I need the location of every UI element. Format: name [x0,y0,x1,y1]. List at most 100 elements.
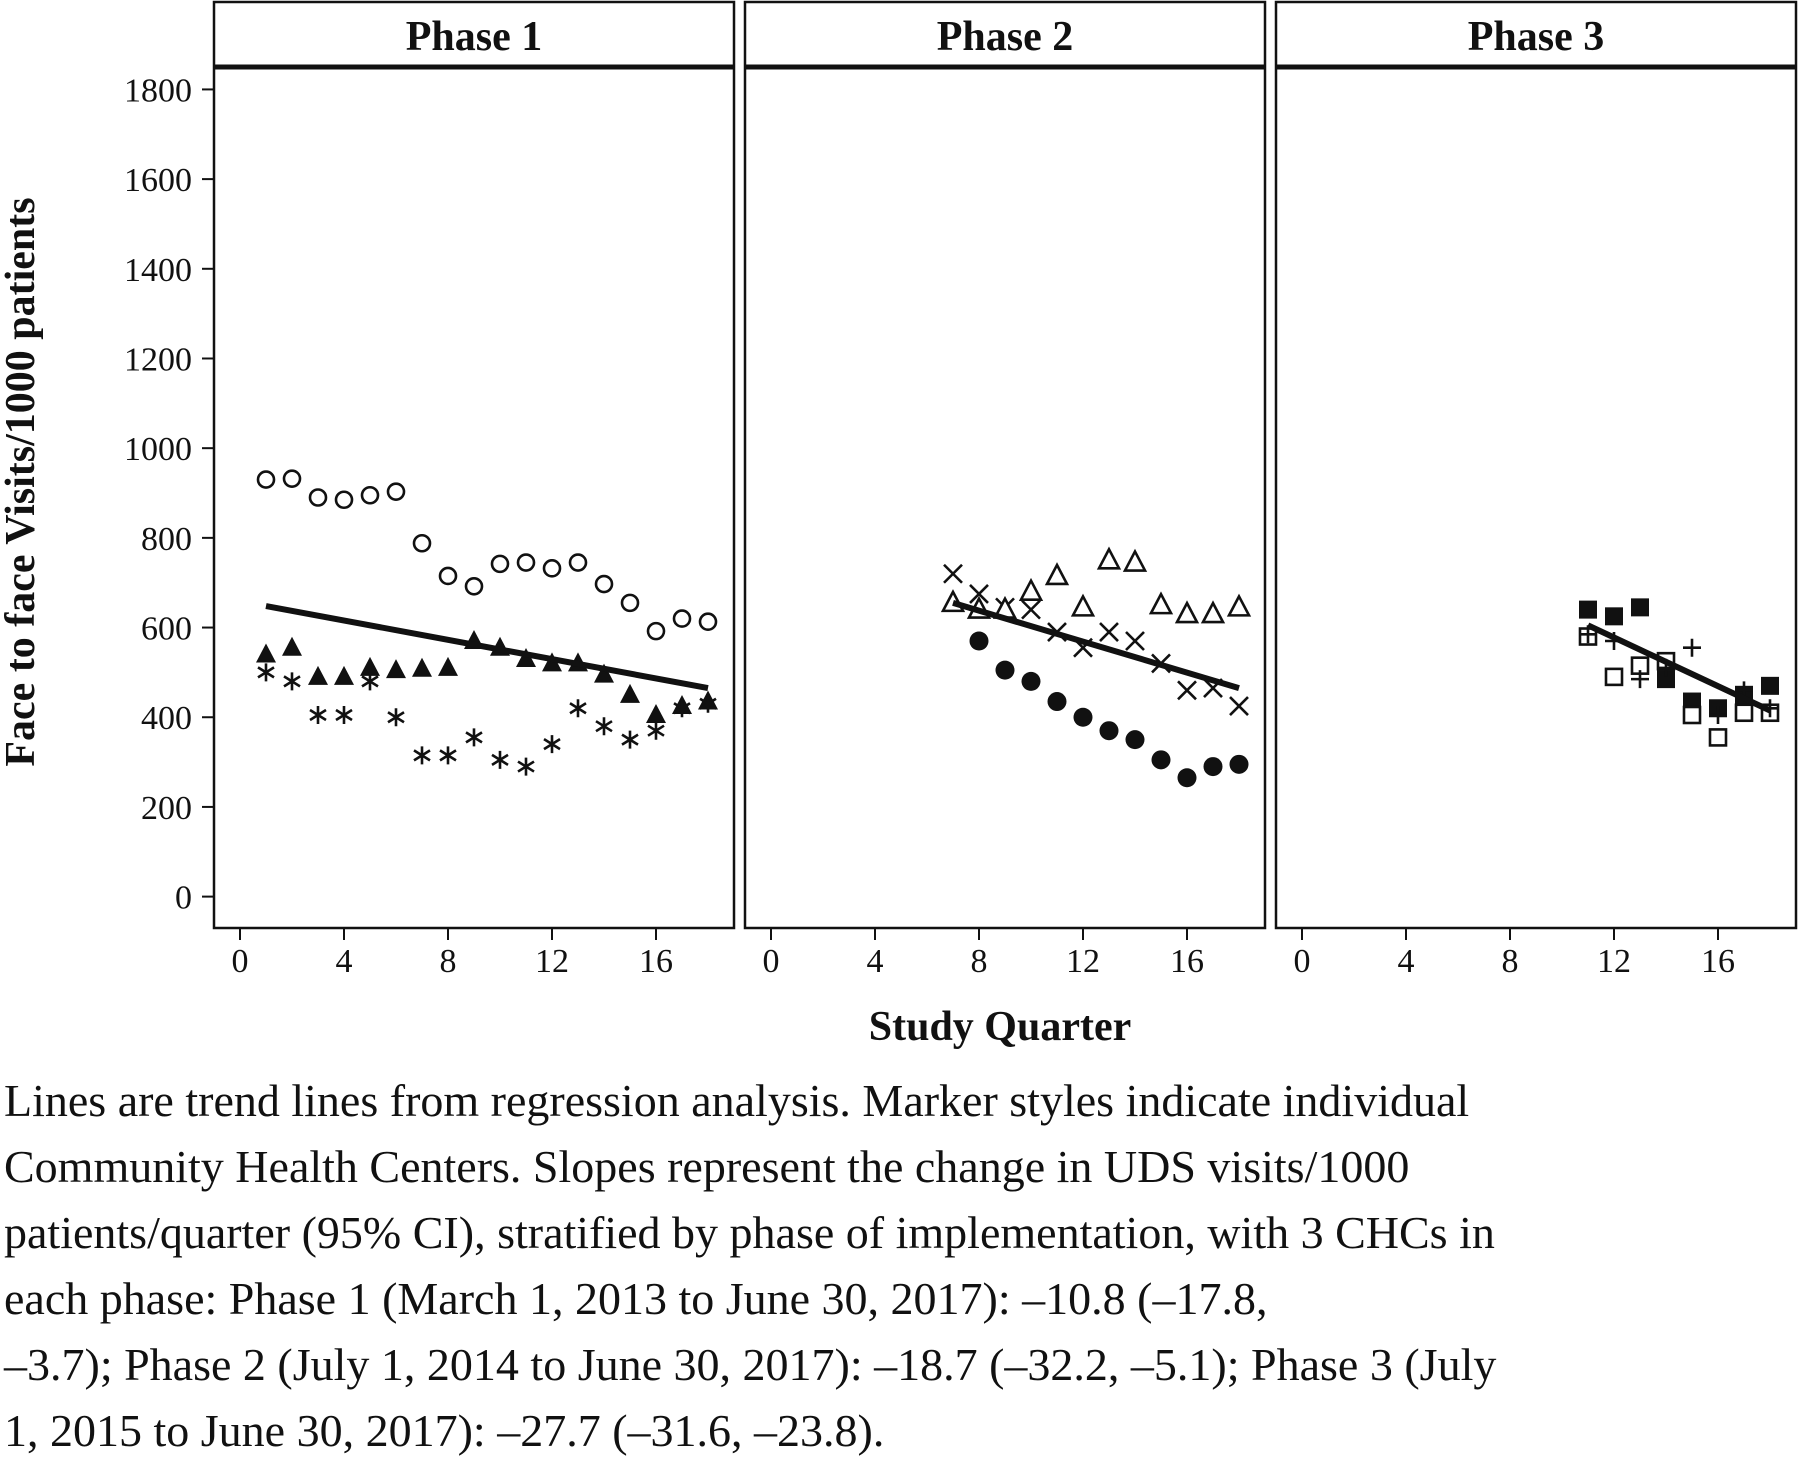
panel-frame [1274,0,1798,930]
x-tick-label: 4 [336,943,353,980]
asterisk-point [543,735,561,754]
open-triangle-point [1148,591,1174,615]
asterisk-point [283,672,301,691]
open-triangle-series [940,546,1252,624]
filled-square-point [1605,607,1623,626]
filled-triangle-point [646,703,666,723]
filled-circle-series [969,631,1249,788]
open-circle-point [568,553,588,572]
filled-triangle-point [386,659,406,679]
filled-triangle-point [308,665,328,685]
panel-frame [743,0,1267,930]
asterisk-point [465,728,483,747]
open-circle-point [334,490,354,510]
open-circle-point [256,470,276,489]
panel-title: Phase 3 [1468,14,1605,60]
y-tick-label: 1600 [124,162,192,199]
open-square-point [1604,667,1624,687]
asterisk-point [673,699,691,718]
y-tick-label: 1400 [124,252,192,289]
x-mark-point [943,563,963,584]
asterisk-point [335,705,353,724]
filled-circle-point [1125,730,1145,750]
open-triangle-point [1174,600,1200,624]
y-tick-label: 400 [141,700,192,737]
asterisk-point [387,708,405,727]
open-triangle-point [1200,600,1226,624]
open-square-point [1708,728,1728,747]
caption-line: 1, 2015 to June 30, 2017): –27.7 (–31.6,… [4,1405,885,1456]
filled-triangle-point [412,657,432,677]
open-square-point [1734,703,1754,723]
y-axis-label: Face to face Visits/1000 patients [0,197,44,766]
x-tick-label: 4 [867,943,884,980]
y-axis: 0 200 400 600 800 1000 1200 1400 1600 1800 [124,72,214,917]
x-mark-point [1099,622,1119,642]
panel-frame [212,0,736,930]
x-tick-label: 12 [1066,943,1100,980]
asterisk-point [257,663,275,682]
open-triangle-point [1044,562,1070,586]
filled-circle-point [1203,757,1223,777]
trend-line [952,600,1240,691]
panel-title: Phase 1 [406,14,543,60]
filled-square-point [1657,670,1675,689]
plus-point [1683,638,1701,657]
x-tick-label: 8 [971,943,988,980]
open-triangle-point [1096,546,1122,570]
filled-triangle-point [594,663,614,683]
y-tick-label: 800 [141,521,192,558]
filled-circle-point [1021,671,1041,691]
x-tick-label: 8 [440,943,457,980]
filled-circle-point [1047,692,1067,712]
x-tick-label: 8 [1502,943,1519,980]
panel-3: Phase 3 0 4 8 12 16 [1274,0,1798,980]
x-tick-label: 0 [1294,943,1311,980]
open-circle-point [464,576,484,596]
open-circle-point [542,559,562,578]
open-triangle-point [1070,593,1096,617]
filled-triangle-point [360,656,380,676]
panel-title: Phase 2 [937,14,1074,60]
asterisk-point [699,694,717,713]
filled-circle-point [1151,750,1171,770]
x-tick-label: 0 [232,943,249,980]
open-triangle-point [1122,548,1148,572]
filled-circle-point [1177,768,1197,788]
open-circle-point [594,574,614,594]
asterisk-point [569,699,587,718]
open-circle-point [282,469,302,488]
open-circle-point [438,566,458,586]
open-circle-point [620,593,640,613]
y-tick-label: 600 [141,611,192,648]
trend-line [1586,622,1772,714]
y-tick-label: 1200 [124,341,192,378]
x-tick-label: 16 [1701,943,1735,980]
filled-triangle-point [256,643,276,663]
open-circle-point [698,612,718,632]
y-tick-label: 1800 [124,72,192,109]
caption-line: –3.7); Phase 2 (July 1, 2014 to June 30,… [4,1339,1497,1390]
filled-triangle-series [256,630,718,723]
asterisk-point [413,746,431,765]
x-tick-label: 12 [1597,943,1631,980]
filled-triangle-point [438,656,458,676]
plus-point [1631,670,1649,689]
filled-triangle-point [334,665,354,685]
filled-triangle-point [620,683,640,703]
open-circle-point [646,621,666,641]
open-circle-point [672,609,692,628]
caption-line: Lines are trend lines from regression an… [4,1075,1470,1126]
x-mark-point [1177,680,1197,701]
open-circle-point [308,488,328,507]
filled-triangle-point [282,636,302,656]
open-square-point [1682,705,1702,725]
y-tick-label: 0 [175,880,192,917]
y-tick-label: 1000 [124,431,192,468]
trend-line [265,603,709,692]
x-mark-series [943,563,1249,716]
x-mark-point [1021,599,1041,620]
filled-circle-point [1073,707,1093,727]
open-circle-point [386,482,406,501]
x-mark-point [1229,696,1249,716]
